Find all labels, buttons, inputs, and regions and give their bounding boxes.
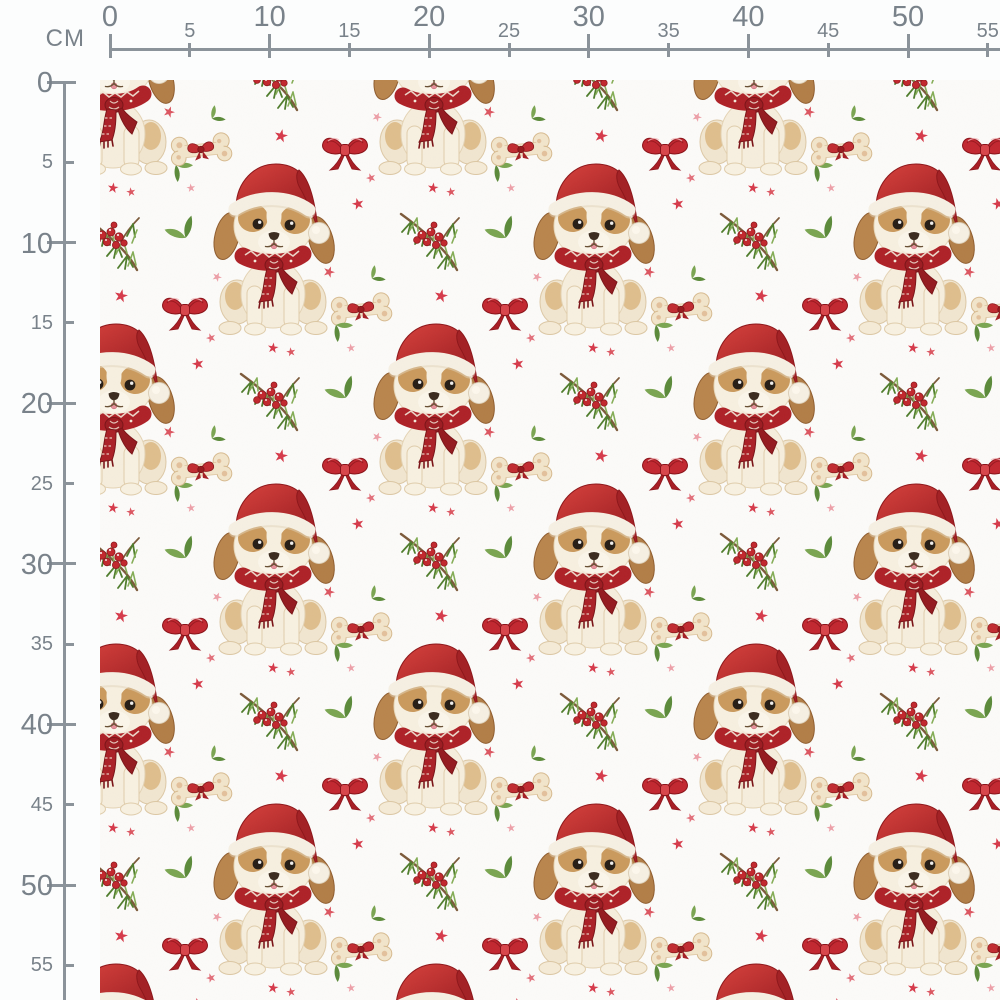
v-ruler-label: 5 [41,151,53,174]
h-ruler-label: 15 [338,20,361,42]
v-ruler-tick [64,963,74,967]
h-ruler-label: 30 [572,1,605,33]
fabric-swatch [100,80,1000,1000]
v-ruler-tick [47,80,76,84]
h-ruler-tick [427,34,431,58]
v-ruler-tick [47,241,76,245]
h-ruler-tick [268,34,272,58]
h-ruler-label: 20 [413,1,446,33]
v-ruler-tick [64,642,74,646]
h-ruler-label: 10 [253,1,286,33]
h-ruler-label: 35 [657,20,680,42]
h-ruler-label: 5 [184,20,196,42]
v-ruler-tick [64,321,74,325]
v-ruler-tick [47,562,76,566]
v-ruler-tick [47,883,76,887]
v-ruler-tick [47,401,76,405]
v-ruler-label: 25 [30,472,53,495]
h-ruler-tick [507,43,511,57]
v-ruler-label: 0 [36,67,53,99]
h-ruler-tick [986,43,990,57]
h-ruler-tick [746,34,750,58]
h-ruler-tick [188,43,192,57]
h-ruler-tick [587,34,591,58]
h-ruler-label: 50 [891,1,925,33]
v-ruler-label: 45 [30,793,53,816]
h-ruler-label: 25 [497,20,521,42]
fabric-texture [100,80,1000,1000]
v-ruler-label: 10 [20,227,53,260]
h-ruler-label: 40 [732,1,765,33]
v-ruler-label: 55 [30,954,53,977]
v-ruler-label: 40 [20,709,53,742]
h-ruler-tick [906,34,910,58]
h-ruler-label: 45 [817,20,840,42]
v-ruler-label: 35 [30,633,53,656]
ruler-unit-label: CM [45,25,85,52]
fabric-pattern-svg [100,80,1000,1000]
h-ruler-tick [347,43,351,57]
h-ruler-tick [108,34,112,58]
h-ruler-tick [667,43,671,57]
horizontal-ruler-line [110,48,1000,51]
vertical-ruler-line [63,81,66,1000]
v-ruler-label: 30 [20,548,53,581]
v-ruler-tick [64,482,74,485]
v-ruler-tick [64,160,74,164]
v-ruler-label: 50 [20,870,53,902]
h-ruler-tick [826,43,830,57]
v-ruler-label: 20 [20,388,53,421]
v-ruler-tick [47,722,76,726]
h-ruler-label: 0 [101,1,119,33]
v-ruler-tick [64,803,74,807]
h-ruler-label: 55 [976,20,999,42]
v-ruler-label: 15 [30,311,53,334]
